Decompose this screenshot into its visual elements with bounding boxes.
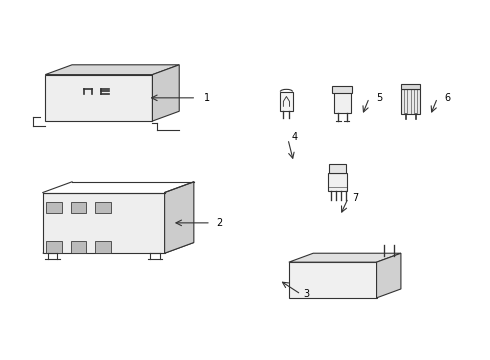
Bar bbox=[334, 90, 351, 113]
Text: 1: 1 bbox=[203, 93, 210, 103]
Polygon shape bbox=[289, 253, 401, 262]
Bar bbox=[71, 241, 86, 252]
Text: 4: 4 bbox=[291, 132, 297, 142]
Text: 2: 2 bbox=[216, 218, 222, 228]
Bar bbox=[401, 84, 420, 89]
Bar bbox=[401, 89, 420, 114]
Polygon shape bbox=[43, 193, 165, 253]
Bar bbox=[95, 241, 111, 252]
Bar bbox=[280, 91, 293, 111]
Bar bbox=[328, 173, 347, 191]
Polygon shape bbox=[45, 75, 152, 121]
Text: 6: 6 bbox=[445, 93, 451, 103]
Bar bbox=[329, 164, 346, 173]
Bar bbox=[46, 241, 62, 252]
Text: 7: 7 bbox=[352, 193, 359, 203]
Polygon shape bbox=[43, 243, 194, 253]
Polygon shape bbox=[45, 65, 179, 75]
Text: 3: 3 bbox=[303, 289, 310, 299]
Polygon shape bbox=[289, 262, 376, 298]
Polygon shape bbox=[152, 65, 179, 121]
Bar bbox=[95, 202, 111, 213]
Bar bbox=[332, 86, 352, 93]
Polygon shape bbox=[376, 253, 401, 298]
Bar bbox=[71, 202, 86, 213]
Polygon shape bbox=[165, 182, 194, 253]
Bar bbox=[46, 202, 62, 213]
Text: 5: 5 bbox=[376, 93, 383, 103]
